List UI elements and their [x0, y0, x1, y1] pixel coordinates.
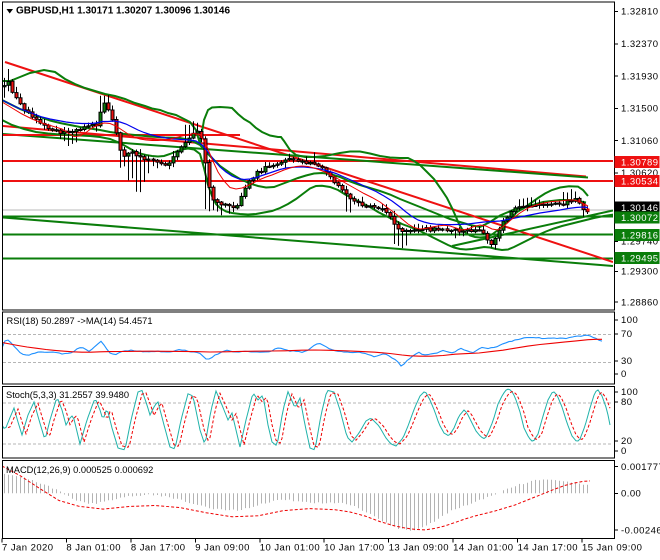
svg-text:8 Jan 17:00: 8 Jan 17:00: [131, 543, 186, 554]
svg-text:70: 70: [621, 329, 632, 340]
svg-text:15 Jan 09:00: 15 Jan 09:00: [582, 543, 642, 554]
svg-text:100: 100: [621, 387, 638, 398]
svg-text:1.31930: 1.31930: [621, 71, 659, 82]
svg-text:8 Jan 01:00: 8 Jan 01:00: [66, 543, 121, 554]
svg-text:0.00: 0.00: [621, 489, 641, 500]
svg-text:14 Jan 01:00: 14 Jan 01:00: [453, 543, 513, 554]
svg-text:10 Jan 17:00: 10 Jan 17:00: [324, 543, 384, 554]
svg-text:1.32810: 1.32810: [621, 7, 659, 18]
svg-text:1.29740: 1.29740: [621, 237, 659, 248]
svg-text:7 Jan 2020: 7 Jan 2020: [2, 543, 54, 554]
svg-text:RSI(18) 50.2897 ->MA(14) 54.4: RSI(18) 50.2897 ->MA(14) 54.4571: [7, 316, 153, 326]
svg-text:30: 30: [621, 356, 632, 367]
svg-text:1.30620: 1.30620: [621, 168, 659, 179]
svg-text:0: 0: [621, 369, 627, 380]
svg-text:1.29495: 1.29495: [621, 253, 659, 264]
svg-text:1.30789: 1.30789: [621, 157, 659, 168]
svg-text:1.32370: 1.32370: [621, 39, 659, 50]
svg-text:1.28860: 1.28860: [621, 297, 659, 308]
svg-text:GBPUSD,H1 1.30171 1.30207 1.3: GBPUSD,H1 1.30171 1.30207 1.30096 1.3014…: [16, 6, 230, 17]
svg-text:0.001777: 0.001777: [621, 462, 660, 473]
svg-text:1.29300: 1.29300: [621, 267, 659, 278]
svg-text:0: 0: [621, 446, 627, 457]
svg-text:1.30072: 1.30072: [621, 213, 659, 224]
svg-text:10 Jan 01:00: 10 Jan 01:00: [260, 543, 320, 554]
svg-text:1.30534: 1.30534: [621, 176, 659, 187]
svg-text:80: 80: [621, 397, 632, 408]
svg-text:Stoch(5,3,3) 31.2557 39.9480: Stoch(5,3,3) 31.2557 39.9480: [6, 390, 129, 400]
svg-text:1.29816: 1.29816: [621, 230, 659, 241]
svg-text:1.30146: 1.30146: [621, 203, 659, 214]
svg-text:MACD(12,26,9) 0.000525 0.00069: MACD(12,26,9) 0.000525 0.000692: [6, 465, 153, 475]
svg-text:100: 100: [621, 315, 638, 326]
svg-text:13 Jan 09:00: 13 Jan 09:00: [389, 543, 449, 554]
svg-text:1.31500: 1.31500: [621, 104, 659, 115]
svg-text:20: 20: [621, 436, 632, 447]
svg-text:1.31060: 1.31060: [621, 136, 659, 147]
svg-text:14 Jan 17:00: 14 Jan 17:00: [518, 543, 578, 554]
svg-text:9 Jan 09:00: 9 Jan 09:00: [195, 543, 250, 554]
svg-text:-0.00246: -0.00246: [621, 525, 660, 536]
